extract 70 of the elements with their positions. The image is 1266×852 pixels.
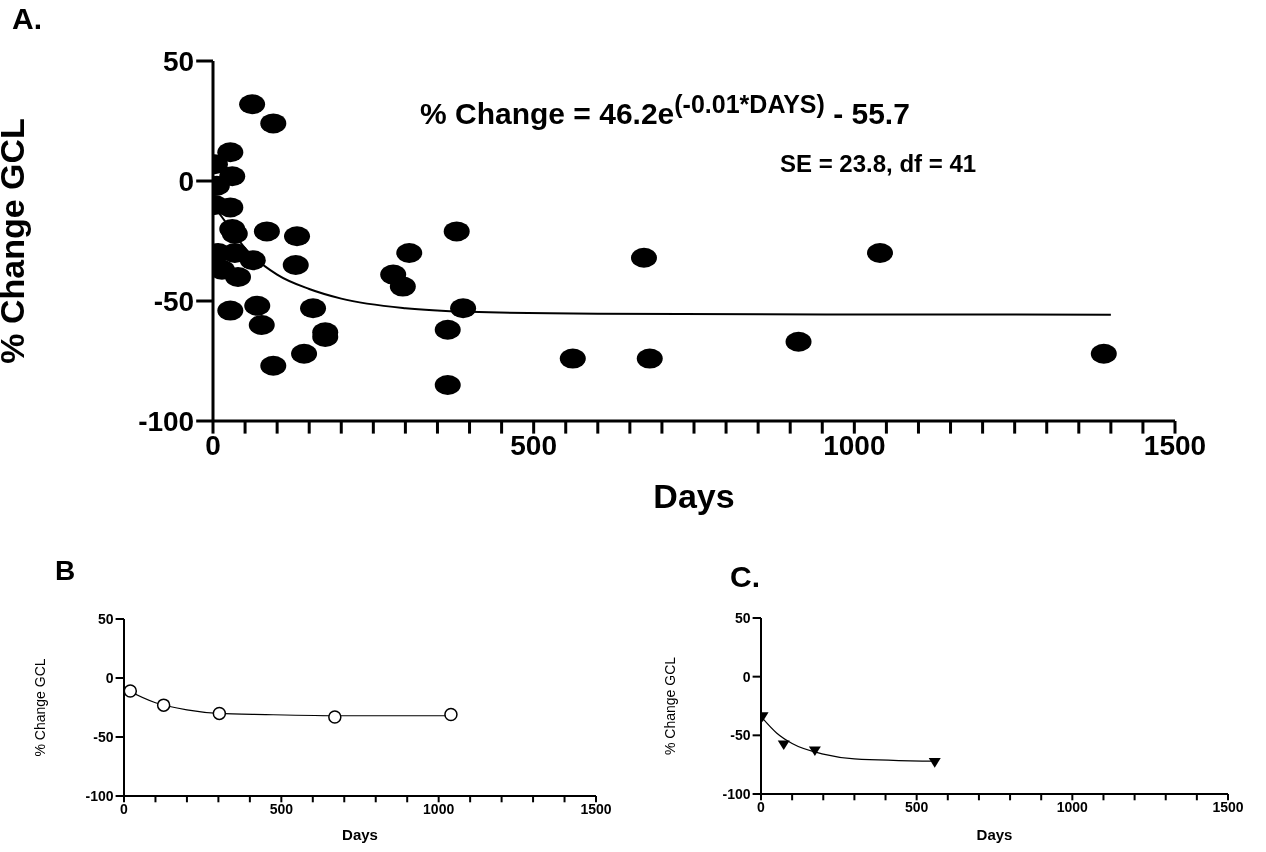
point: [260, 113, 287, 134]
point: [389, 276, 416, 297]
x-tick-label: 1000: [423, 801, 455, 818]
point: [928, 758, 941, 768]
point: [328, 710, 342, 724]
point: [217, 197, 244, 218]
x-tick-label: 1000: [1056, 799, 1089, 816]
point: [434, 375, 461, 395]
y-axis-title: % Change GCL: [0, 118, 32, 364]
point: [239, 250, 266, 271]
point: [808, 746, 821, 756]
point: [300, 298, 327, 319]
x-tick-label: 500: [510, 430, 558, 462]
y-axis-title: % Change GCL: [31, 658, 48, 757]
point: [636, 348, 663, 369]
point: [282, 255, 309, 275]
y-tick-label: 50: [98, 610, 114, 627]
point: [217, 300, 244, 321]
point: [225, 267, 252, 287]
x-tick-label: 0: [757, 799, 766, 816]
y-tick-label: -100: [85, 787, 114, 804]
x-tick-label: 500: [904, 799, 929, 816]
x-tick-label: 1500: [580, 801, 612, 818]
point: [260, 355, 287, 376]
y-tick-label: 50: [735, 609, 751, 626]
annotation: % Change = 46.2e$^{(-0.01*DAYS)}$ - 55.7: [420, 90, 910, 131]
y-tick-label: 0: [105, 669, 114, 686]
point: [156, 698, 171, 712]
point: [291, 343, 318, 364]
x-tick-label: 0: [205, 430, 221, 462]
x-axis-title: Days: [976, 826, 1013, 843]
y-axis-title: % Change GCL: [661, 656, 678, 756]
point: [785, 331, 812, 352]
point: [443, 221, 470, 242]
point: [124, 684, 138, 698]
chart-title: B: [55, 555, 76, 587]
point: [630, 247, 657, 268]
point: [866, 243, 893, 263]
point: [1090, 343, 1117, 364]
chart-title: C.: [730, 560, 760, 594]
x-axis-title: Days: [653, 477, 735, 515]
point: [450, 298, 477, 319]
x-tick-label: 0: [120, 801, 129, 818]
point: [248, 315, 275, 335]
y-tick-label: -100: [138, 405, 195, 437]
y-tick-label: 50: [163, 45, 195, 77]
point: [253, 221, 280, 242]
point: [777, 740, 790, 751]
y-tick-label: -50: [730, 727, 751, 744]
x-tick-label: 1000: [823, 430, 886, 462]
point: [212, 706, 227, 721]
chart-title: A.: [12, 2, 42, 36]
point: [217, 142, 244, 163]
x-tick-label: 1500: [1212, 799, 1244, 816]
y-tick-label: 0: [178, 165, 195, 197]
annotation: SE = 23.8, df = 41: [780, 150, 977, 178]
x-tick-label: 1500: [1143, 430, 1207, 462]
point: [244, 295, 271, 316]
x-tick-label: 500: [269, 801, 294, 818]
point: [284, 226, 311, 247]
point: [239, 94, 266, 115]
point: [396, 243, 423, 263]
point: [434, 319, 461, 340]
point: [444, 707, 458, 722]
y-tick-label: -50: [93, 728, 114, 745]
y-tick-label: -100: [722, 785, 751, 802]
x-axis-title: Days: [342, 826, 378, 843]
y-tick-label: -50: [153, 285, 195, 317]
y-tick-label: 0: [742, 668, 751, 685]
point: [559, 348, 586, 369]
